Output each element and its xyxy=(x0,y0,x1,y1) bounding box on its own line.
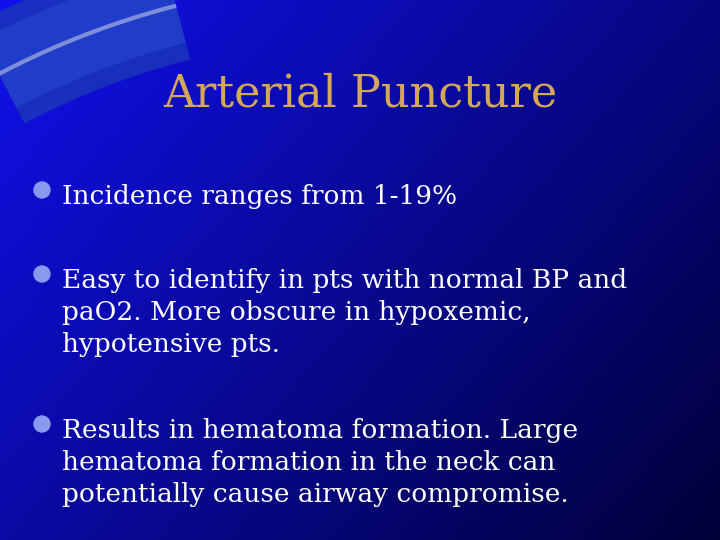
Text: Easy to identify in pts with normal BP and
paO2. More obscure in hypoxemic,
hypo: Easy to identify in pts with normal BP a… xyxy=(62,268,627,357)
Text: Arterial Puncture: Arterial Puncture xyxy=(163,72,557,115)
Circle shape xyxy=(34,182,50,198)
Circle shape xyxy=(34,266,50,282)
Text: Incidence ranges from 1-19%: Incidence ranges from 1-19% xyxy=(62,184,457,209)
Text: Results in hematoma formation. Large
hematoma formation in the neck can
potentia: Results in hematoma formation. Large hem… xyxy=(62,418,578,507)
Circle shape xyxy=(34,416,50,432)
